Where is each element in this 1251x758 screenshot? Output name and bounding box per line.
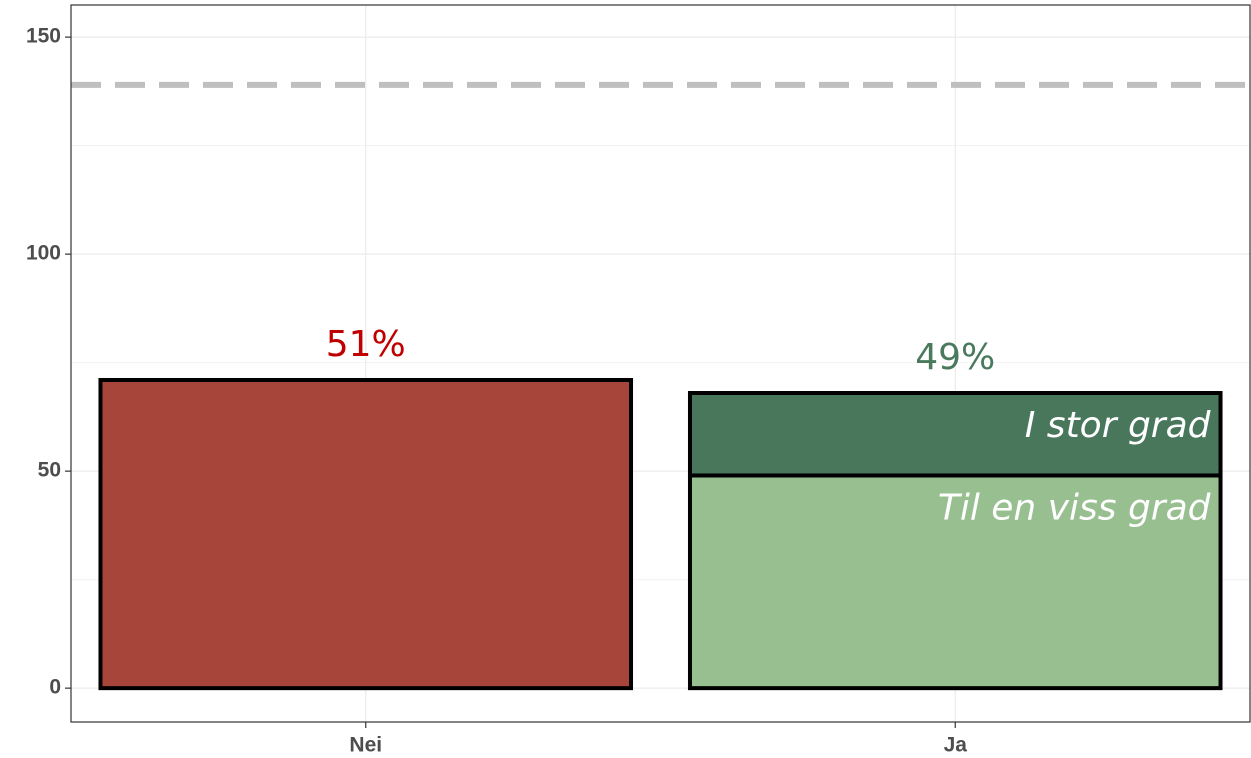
x-tick-label: Nei bbox=[349, 734, 382, 757]
share-label: 49% bbox=[915, 337, 995, 378]
segment-label: Til en viss grad bbox=[938, 487, 1212, 528]
y-tick-label: 0 bbox=[49, 676, 61, 699]
segment-label: I stor grad bbox=[1025, 405, 1212, 446]
panel-border bbox=[70, 4, 1251, 723]
bar-segment bbox=[687, 473, 1223, 691]
x-tick-label: Ja bbox=[944, 734, 968, 757]
y-tick-label: 50 bbox=[38, 459, 61, 482]
y-tick-label: 100 bbox=[26, 242, 61, 265]
bar-segment bbox=[98, 377, 634, 691]
y-tick-label: 150 bbox=[26, 25, 61, 48]
bar-segment bbox=[687, 391, 1223, 478]
share-label: 51% bbox=[326, 324, 406, 365]
